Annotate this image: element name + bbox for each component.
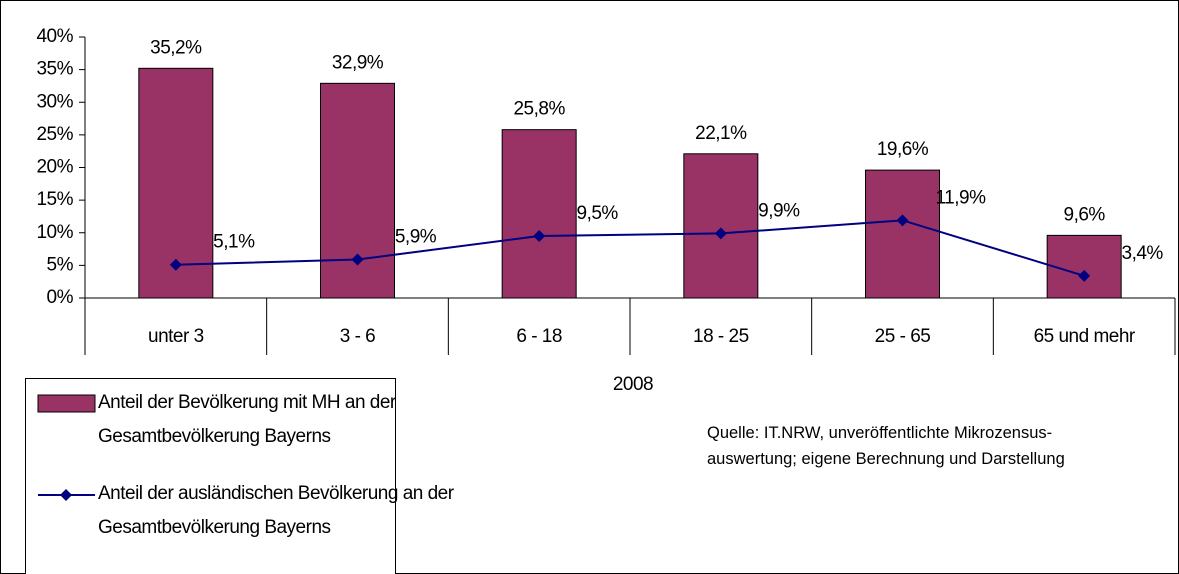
y-tick-label: 10% [36,222,73,243]
y-tick-label: 30% [36,91,73,112]
y-tick-label: 20% [36,157,73,178]
data-label: 25,8% [513,99,565,120]
data-label: 9,5% [577,203,619,224]
bar [501,129,577,299]
y-tick-label: 35% [36,59,73,80]
line-marker [533,230,546,243]
bar [1046,234,1122,299]
legend-label: Anteil der Bevölkerung mit MH an der Ges… [98,392,396,447]
data-label: 22,1% [695,123,747,144]
x-tick-label: 65 und mehr [1034,326,1136,347]
x-axis-label: 2008 [613,374,653,395]
bar [865,169,940,299]
legend-label: Anteil der ausländischen Bevölkerung an … [98,483,454,538]
x-tick-label: unter 3 [148,326,204,347]
x-tick-label: 3 - 6 [340,326,376,347]
data-label: 32,9% [332,52,384,73]
bar [683,153,759,299]
legend-swatch [37,394,96,413]
data-label: 5,9% [395,227,437,248]
data-label: 19,6% [877,139,929,160]
line-marker [169,258,182,271]
data-label: 3,4% [1122,243,1164,264]
x-tick-label: 25 - 65 [875,326,931,347]
data-label: 5,1% [213,232,255,253]
y-tick-label: 5% [47,254,74,275]
source-note: Quelle: IT.NRW, unveröffentlichte Mikroz… [707,424,1065,468]
line-marker [896,214,909,227]
x-tick-label: 6 - 18 [516,326,562,347]
legend-marker [60,489,72,501]
line [175,219,1085,277]
x-tick-label: 18 - 25 [693,326,749,347]
y-tick-label: 40% [36,26,73,47]
data-label: 35,2% [150,37,202,58]
y-tick-label: 15% [36,189,73,210]
y-tick-label: 0% [47,287,74,308]
data-label: 11,9% [936,187,987,208]
data-label: 9,6% [1064,204,1106,225]
y-tick-label: 25% [36,124,73,145]
line-marker [351,253,364,266]
line-marker [714,227,727,240]
data-label: 9,9% [758,200,800,221]
line-marker [1078,269,1091,282]
bar [320,82,395,299]
